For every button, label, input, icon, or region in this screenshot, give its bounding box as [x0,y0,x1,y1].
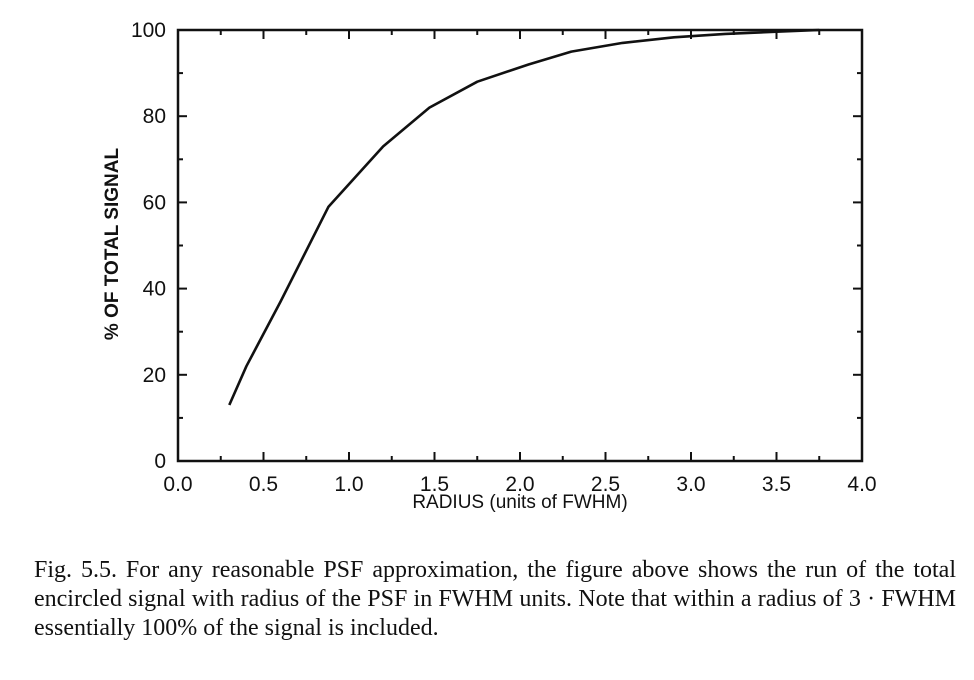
x-axis-label: RADIUS (units of FWHM) [412,492,627,513]
y-tick-label: 40 [143,278,166,301]
data-line [228,28,820,406]
y-tick-label: 20 [143,364,166,387]
y-tick-label: 0 [154,450,166,473]
figure-caption: Fig. 5.5. For any reasonable PSF approxi… [34,557,956,641]
x-tick-label: 1.5 [420,473,449,496]
x-tick-label: 4.0 [847,473,876,496]
x-tick-label: 2.0 [505,473,534,496]
plot-area: 0.0 0.5 1.0 1.5 2.0 2.5 3.0 3.5 4.0 0 20 40 60 80 100 [131,19,877,496]
x-tick-label: 2.5 [591,473,620,496]
x-tick-label: 1.0 [334,473,363,496]
x-tick-label: 0.0 [163,473,192,496]
y-tick-label: 80 [143,105,166,128]
x-tick-label: 3.5 [762,473,791,496]
plot-frame [176,28,864,463]
y-tick-label: 100 [131,19,166,42]
y-axis-label: % OF TOTAL SIGNAL [102,148,123,341]
y-tick-label: 60 [143,191,166,214]
x-tick-label: 3.0 [676,473,705,496]
x-tick-label: 0.5 [249,473,278,496]
chart: 0.0 0.5 1.0 1.5 2.0 2.5 3.0 3.5 4.0020406080100 … [102,19,877,513]
